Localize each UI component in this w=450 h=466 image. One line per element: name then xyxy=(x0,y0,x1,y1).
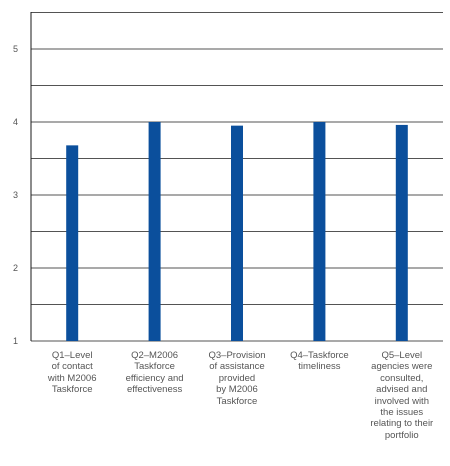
bars xyxy=(66,122,408,342)
y-tick-label: 3 xyxy=(13,190,18,200)
y-tick-label: 1 xyxy=(13,336,18,346)
x-category-label: Q3–Provision of assistance provided by M200… xyxy=(208,350,266,407)
y-tick-label: 5 xyxy=(13,44,18,54)
y-tick-label: 4 xyxy=(13,117,18,127)
x-category-label: Q2–M2006 Taskforce efficiency and effective… xyxy=(125,350,184,396)
y-tick-label: 2 xyxy=(13,263,18,273)
x-category-label: Q5–Level agencies were consulted, advised a… xyxy=(370,350,434,441)
x-category-label: Q1–Level of contact with M2006 Taskforce xyxy=(47,350,97,396)
bar xyxy=(313,122,326,341)
bar xyxy=(66,145,79,341)
bar xyxy=(231,125,243,342)
bar xyxy=(395,124,408,341)
bar xyxy=(148,122,161,341)
y-axis-ticks: 1 2 3 4 5 xyxy=(13,44,18,346)
x-category-label: Q4–Taskforce timeliness xyxy=(290,350,349,373)
